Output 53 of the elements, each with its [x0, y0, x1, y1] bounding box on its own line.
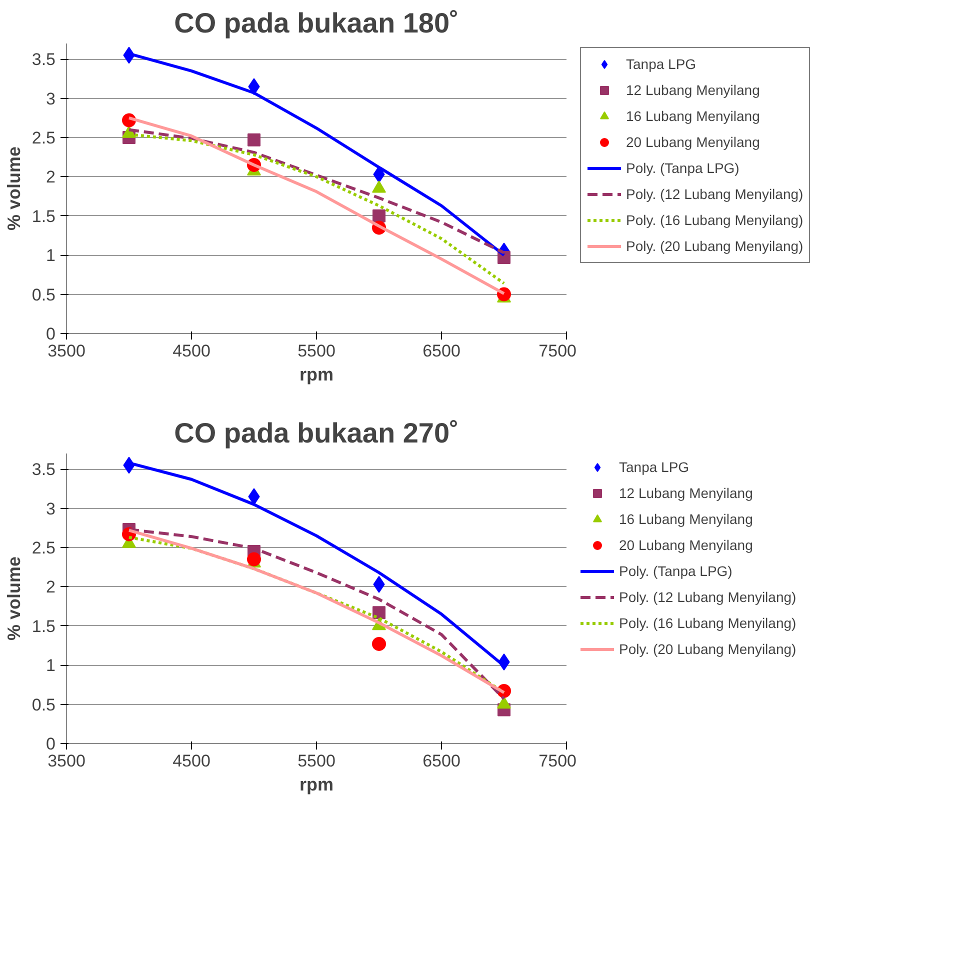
y-tick-label: 1.5 — [32, 616, 56, 636]
y-axis-title: % volume — [4, 146, 24, 231]
y-tick-label: 2 — [46, 578, 56, 597]
legend-label: 16 Lubang Menyilang — [619, 511, 753, 527]
x-tick-label: 4500 — [172, 342, 210, 360]
legend-label: Poly. (Tanpa LPG) — [626, 160, 740, 176]
legend-label: Tanpa LPG — [619, 459, 690, 475]
y-tick-label: 1 — [46, 656, 56, 676]
point — [372, 636, 386, 651]
x-tick-label: 7500 — [538, 752, 577, 770]
y-tick-label: 1.5 — [32, 206, 56, 226]
legend-label: Poly. (12 Lubang Menyilang) — [619, 589, 796, 605]
point — [248, 133, 260, 146]
x-tick-label: 4500 — [172, 752, 210, 770]
legend-label: 20 Lubang Menyilang — [626, 134, 760, 150]
legend-label: Poly. (16 Lubang Menyilang) — [626, 212, 804, 228]
y-axis-title: % volume — [4, 556, 24, 641]
legend-label: Poly. (16 Lubang Menyilang) — [619, 615, 796, 631]
legend-label: Poly. (12 Lubang Menyilang) — [626, 186, 804, 202]
y-tick-label: 3.5 — [32, 50, 56, 70]
legend-label: Poly. (Tanpa LPG) — [619, 563, 732, 579]
chart-title: CO pada bukaan 180˚ — [174, 8, 459, 38]
legend-label: Poly. (20 Lubang Menyilang) — [619, 641, 796, 657]
y-tick-label: 1 — [46, 246, 56, 266]
y-tick-label: 3 — [46, 89, 56, 108]
y-tick-label: 0.5 — [32, 695, 56, 714]
y-tick-label: 2 — [46, 168, 56, 187]
y-tick-label: 2.5 — [32, 538, 56, 558]
y-tick-label: 0 — [46, 734, 56, 754]
x-axis-title: rpm — [300, 364, 334, 384]
x-tick-label: 5500 — [298, 342, 336, 360]
legend-label: Tanpa LPG — [626, 56, 696, 72]
y-tick-label: 3 — [46, 499, 56, 518]
x-axis-title: rpm — [300, 774, 334, 794]
x-tick-label: 5500 — [298, 752, 336, 770]
x-tick-label: 3500 — [48, 342, 86, 360]
legend-label: 12 Lubang Menyilang — [619, 485, 753, 501]
x-tick-label: 6500 — [422, 342, 460, 360]
point — [247, 552, 261, 566]
point — [372, 209, 386, 222]
y-tick-label: 0 — [46, 324, 56, 344]
legend-label: Poly. (20 Lubang Menyilang) — [626, 238, 804, 254]
y-tick-label: 0.5 — [32, 285, 56, 304]
y-tick-label: 3.5 — [32, 460, 56, 480]
legend-label: 20 Lubang Menyilang — [619, 537, 753, 553]
legend-label: 16 Lubang Menyilang — [626, 108, 760, 124]
legend-label: 12 Lubang Menyilang — [626, 82, 760, 98]
x-tick-label: 7500 — [538, 342, 577, 360]
x-tick-label: 6500 — [422, 752, 460, 770]
y-tick-label: 2.5 — [32, 128, 56, 148]
chart-title: CO pada bukaan 270˚ — [174, 418, 459, 448]
point — [372, 606, 386, 620]
x-tick-label: 3500 — [48, 752, 86, 770]
